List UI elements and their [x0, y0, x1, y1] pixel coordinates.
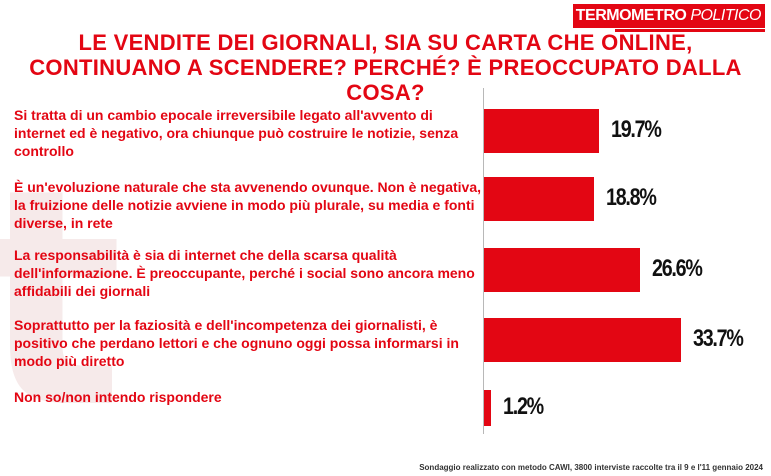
- survey-footnote: Sondaggio realizzato con metodo CAWI, 38…: [419, 463, 763, 472]
- bar: [484, 177, 595, 221]
- chart-title-line-3: COSA?: [346, 80, 425, 105]
- chart-title: LE VENDITE DEI GIORNALI, SIA SU CARTA CH…: [0, 30, 771, 105]
- bar: [484, 318, 682, 362]
- logo-underline: [615, 29, 765, 32]
- category-label: Non so/non intendo rispondere: [14, 389, 222, 405]
- category-label: La responsabilità è sia di internet che …: [14, 247, 475, 299]
- category-axis-line: [483, 88, 484, 434]
- value-label: 18.8%: [606, 184, 657, 211]
- value-label: 19.7%: [611, 116, 662, 143]
- category-label: Si tratta di un cambio epocale irreversi…: [14, 107, 459, 159]
- logo-part-politico: POLITICO: [689, 4, 765, 28]
- bar: [484, 390, 492, 426]
- termometro-politico-logo: TERMOMETRO POLITICO: [572, 4, 765, 28]
- value-label: 1.2%: [503, 393, 544, 420]
- value-label: 33.7%: [693, 325, 744, 352]
- category-label: È un'evoluzione naturale che sta avvenen…: [14, 179, 481, 231]
- category-label: Soprattutto per la faziosità e dell'inco…: [14, 317, 459, 369]
- logo-part-termometro: TERMOMETRO: [572, 4, 690, 28]
- chart-title-line-1: LE VENDITE DEI GIORNALI, SIA SU CARTA CH…: [78, 30, 693, 55]
- value-label: 26.6%: [651, 255, 703, 282]
- chart-title-line-2: CONTINUANO A SCENDERE? PERCHÉ? È PREOCCU…: [29, 55, 742, 80]
- bar: [484, 109, 600, 153]
- bar: [484, 248, 640, 292]
